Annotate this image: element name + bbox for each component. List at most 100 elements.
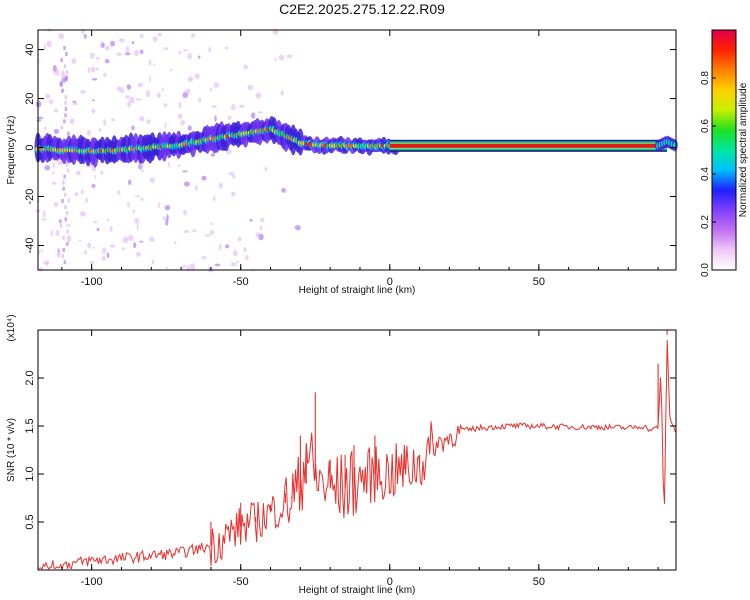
spectrogram-noise-cell bbox=[94, 174, 97, 179]
spectrogram-noise-cell bbox=[136, 98, 142, 101]
spectrogram-noise-cell bbox=[66, 235, 72, 242]
spectrogram-noise-cell bbox=[218, 182, 223, 189]
figure-title: C2E2.2025.275.12.22.R09 bbox=[279, 1, 445, 17]
spectrogram-noise-cell bbox=[131, 41, 135, 45]
colorbar-tick-label: 0.6 bbox=[700, 119, 711, 133]
x-tick-label: -100 bbox=[81, 576, 103, 588]
snr-plot-area bbox=[38, 330, 676, 570]
y-tick-label: 0.5 bbox=[24, 514, 36, 529]
spectrogram-noise-cell bbox=[119, 87, 125, 93]
spectrogram-noise-cell bbox=[74, 192, 79, 197]
spectrogram-noise-cell bbox=[214, 115, 217, 122]
spectrogram-noise-cell bbox=[111, 118, 115, 122]
spectrogram-noise-cell bbox=[134, 49, 139, 57]
spectrogram-noise-cell bbox=[102, 255, 105, 258]
snr-x-axis-label: Height of straight line (km) bbox=[299, 585, 416, 596]
spectrogram-noise-cell bbox=[245, 255, 249, 260]
spectrogram-noise-cell bbox=[258, 233, 264, 241]
spectrogram-noise-cell bbox=[229, 171, 235, 176]
spectrogram-noise-cell bbox=[86, 130, 92, 136]
spectrogram-noise-cell bbox=[201, 256, 207, 260]
spectrogram-noise-cell bbox=[43, 44, 46, 51]
spectrogram-noise-cell bbox=[62, 235, 65, 240]
spectrogram-noise-cell bbox=[72, 100, 77, 104]
spectrogram-noise-cell bbox=[274, 57, 277, 62]
spectrogram-noise-cell bbox=[182, 170, 188, 173]
spectrogram-noise-cell bbox=[232, 174, 236, 179]
spectrogram-noise-cell bbox=[37, 116, 44, 120]
spectrogram-noise-cell bbox=[66, 229, 69, 234]
spectrogram-noise-cell bbox=[186, 229, 189, 234]
snr-line bbox=[37, 340, 676, 571]
spectrogram-noise-cell bbox=[164, 122, 167, 129]
spectrogram-noise-cell bbox=[157, 32, 162, 37]
spectrogram-noise-cell bbox=[194, 73, 200, 79]
spectrogram-noise-cell bbox=[80, 89, 86, 94]
spectrogram-noise-cell bbox=[63, 64, 67, 69]
snr-y-multiplier: (x10⁴) bbox=[6, 314, 17, 341]
spectrogram-noise-cell bbox=[295, 225, 301, 231]
spectrogram-noise-cell bbox=[237, 236, 242, 242]
spectrogram-noise-cell bbox=[204, 234, 211, 237]
spectrogram-noise-cell bbox=[165, 266, 169, 269]
spectrogram-noise-cell bbox=[134, 217, 140, 224]
spectrogram-noise-cell bbox=[136, 223, 139, 230]
spectrogram-noise-cell bbox=[227, 115, 232, 121]
spectrogram-x-ticks: -100 -50 0 50 bbox=[61, 30, 659, 288]
spectrogram-noise-cell bbox=[87, 242, 92, 249]
spectrogram-noise-cell bbox=[71, 58, 77, 64]
spectrogram-noise-cell bbox=[146, 90, 150, 98]
spectrogram-noise-cell bbox=[110, 40, 115, 47]
spectrogram-noise-cell bbox=[249, 218, 253, 222]
colorbar-tick-label: 0.8 bbox=[700, 71, 711, 85]
spectrogram-noise-cell bbox=[178, 101, 182, 109]
colorbar: 0.0 0.2 0.4 0.6 0.8 Normalized spectral ampl… bbox=[700, 29, 749, 277]
spectrogram-noise-cell bbox=[133, 242, 137, 249]
spectrogram-noise-cell bbox=[59, 223, 63, 228]
spectrogram-noise-cell bbox=[90, 260, 95, 265]
snr-panel: -100 -50 0 50 0.5 1.0 1.5 2.0 Height of straig… bbox=[6, 314, 677, 596]
snr-marks bbox=[37, 330, 676, 571]
spectrogram-noise-cell bbox=[162, 216, 166, 221]
spectrogram-noise-cell bbox=[163, 103, 168, 108]
spectrogram-noise-cell bbox=[173, 241, 177, 245]
spectrogram-noise-cell bbox=[260, 218, 265, 223]
spectrogram-noise-cell bbox=[149, 177, 155, 183]
spectrogram-noise-cell bbox=[103, 119, 107, 126]
spectrogram-noise-cell bbox=[67, 197, 71, 204]
spectrogram-noise-cell bbox=[128, 179, 132, 185]
y-tick-label: 1.5 bbox=[24, 418, 36, 433]
spectrogram-noise-cell bbox=[53, 108, 59, 113]
spectrogram-noise-cell bbox=[41, 249, 44, 252]
spectrogram-noise-cell bbox=[185, 89, 191, 94]
spectrogram-noise-cell bbox=[151, 259, 155, 265]
spectrogram-noise-cell bbox=[91, 108, 96, 114]
spectrogram-noise-cell bbox=[210, 222, 213, 226]
spectrogram-noise-cell bbox=[118, 38, 125, 43]
spectrogram-noise-cell bbox=[224, 46, 229, 50]
spectrogram-noise-cell bbox=[60, 82, 63, 87]
spectrogram-noise-cell bbox=[48, 99, 54, 105]
spectrogram-noise-cell bbox=[96, 56, 100, 60]
spectrogram-noise-cell bbox=[210, 153, 216, 157]
spectrogram-noise-cell bbox=[137, 82, 144, 88]
spectrogram-noise-cell bbox=[62, 180, 65, 185]
spectrogram-noise-cell bbox=[56, 252, 61, 258]
spectrogram-noise-cell bbox=[64, 76, 68, 81]
spectrogram-noise-cell bbox=[212, 196, 216, 202]
spectrogram-noise-cell bbox=[50, 229, 53, 237]
spectrogram-noise-cell bbox=[103, 72, 107, 77]
spectrogram-noise-cell bbox=[209, 229, 215, 235]
spectrogram-noise-cell bbox=[239, 104, 245, 109]
y-tick-label: 40 bbox=[24, 43, 36, 55]
spectrogram-noise-cell bbox=[163, 47, 169, 50]
spectrogram-noise-cell bbox=[80, 189, 84, 195]
spectrogram-noise-cell bbox=[243, 247, 247, 253]
spectrogram-noise-cell bbox=[92, 220, 98, 224]
spectrogram-noise-cell bbox=[247, 84, 254, 91]
spectrogram-noise-cell bbox=[164, 205, 171, 211]
spectrogram-noise-cell bbox=[52, 65, 57, 72]
spectrogram-noise-cell bbox=[181, 265, 187, 268]
spectrogram-noise-cell bbox=[35, 100, 42, 108]
